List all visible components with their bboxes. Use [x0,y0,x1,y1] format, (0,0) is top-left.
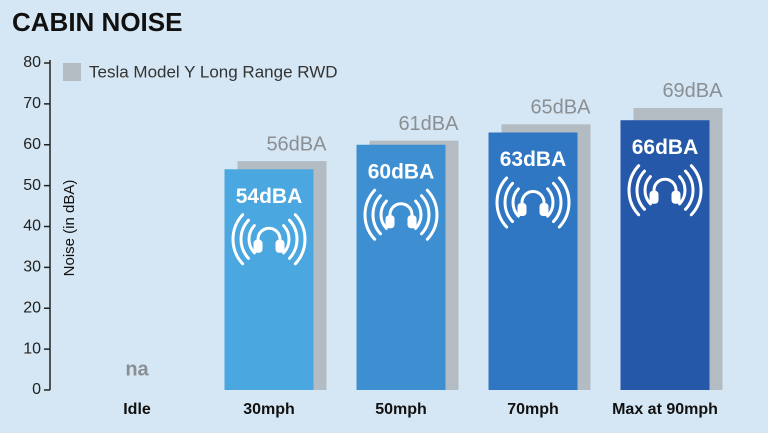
headphone-cup [385,215,395,229]
sound-wave [239,218,251,260]
sound-wave [419,194,431,236]
y-tick-label: 60 [23,136,41,153]
bar [488,132,578,391]
sound-wave [503,181,515,224]
chart-title: CABIN NOISE [12,7,182,37]
y-tick-label: 40 [23,218,41,235]
y-tick-label: 50 [23,177,41,194]
sound-wave [247,224,256,255]
y-tick-label: 70 [23,95,41,112]
noise-icon [627,164,703,217]
legend-swatch [63,63,81,81]
sound-wave [425,188,439,241]
sound-wave [495,176,509,229]
value-label: 66dBA [632,136,699,159]
headphone-cup [253,239,263,253]
y-tick-label: 30 [23,259,41,276]
headphone-cup [671,190,681,204]
sound-wave [635,169,647,211]
noise-icon [231,213,307,266]
x-tick-label: Max at 90mph [612,401,718,418]
sound-wave [683,169,695,211]
sound-wave [551,181,563,224]
x-tick-label: 50mph [375,401,427,418]
noise-icon [363,188,439,241]
y-axis-label: Noise (in dBA) [61,180,78,277]
value-label: 69dBA [662,80,723,102]
sound-wave [678,175,687,206]
headphone-band [520,190,546,210]
sound-wave [557,176,571,229]
y-tick-label: 0 [32,381,41,398]
sound-wave [293,213,307,266]
sound-wave [643,175,652,206]
value-label: 61dBA [398,113,459,135]
sound-wave [282,224,291,255]
sound-wave [231,213,245,266]
value-label: na [125,358,149,380]
sound-wave [546,187,555,218]
headphone-cup [517,202,527,216]
bar [356,144,446,390]
sound-wave [363,188,377,241]
sound-wave [287,218,299,260]
headphone-band [256,226,282,247]
headphone-cup [649,190,659,204]
value-label: 54dBA [236,185,303,208]
value-label: 60dBA [368,160,435,183]
headphone-cup [275,239,285,253]
y-tick-label: 80 [23,54,41,71]
sound-wave [511,187,520,218]
headphone-cup [407,215,417,229]
sound-wave [689,164,703,217]
sound-wave [371,194,383,236]
sound-wave [627,164,641,217]
value-label: 56dBA [266,133,327,155]
headphone-band [388,202,414,223]
sound-wave [414,199,423,230]
value-label: 63dBA [500,148,567,171]
legend-label: Tesla Model Y Long Range RWD [89,62,338,81]
x-tick-label: Idle [123,401,151,418]
headphone-cup [539,202,549,216]
headphone-band [652,177,678,198]
x-tick-label: 70mph [507,401,559,418]
bar [224,169,314,390]
y-tick-label: 20 [23,299,41,316]
y-tick-label: 10 [23,340,41,357]
sound-wave [379,199,388,230]
x-tick-label: 30mph [243,401,295,418]
value-label: 65dBA [530,97,591,119]
noise-icon [495,176,571,229]
bar [620,120,710,390]
